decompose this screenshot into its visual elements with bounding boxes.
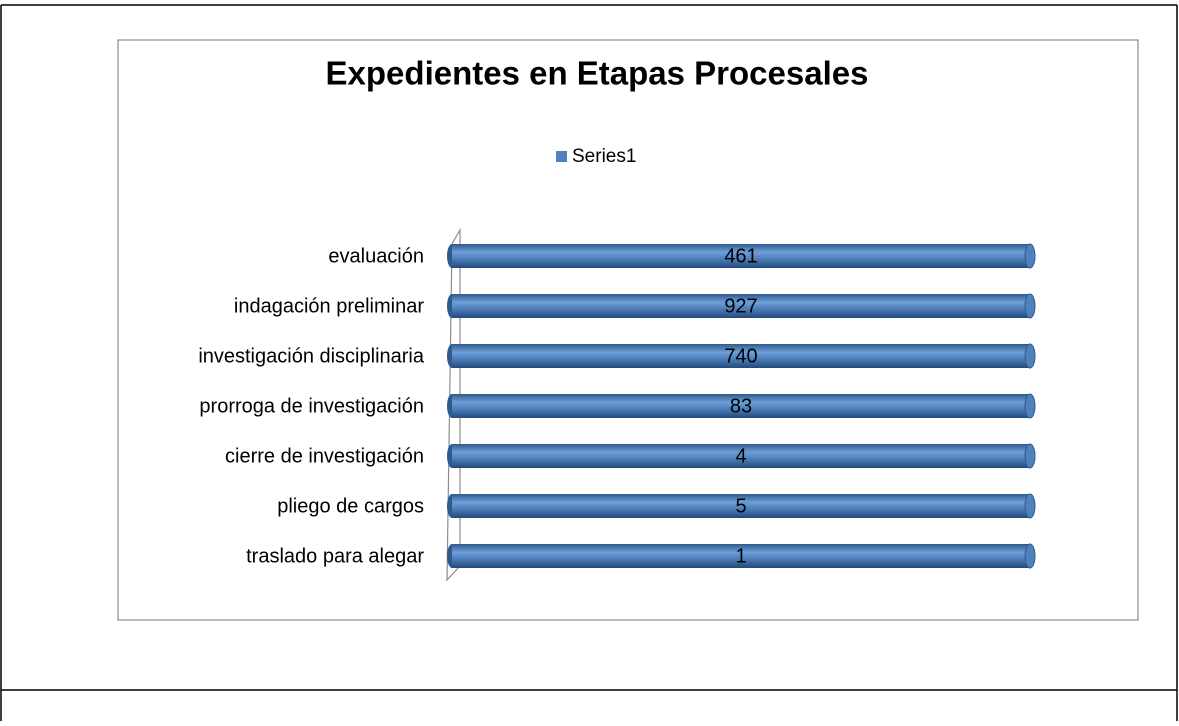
y-tick-label: pliego de cargos xyxy=(277,495,424,517)
y-tick-label: indagación preliminar xyxy=(234,295,424,317)
bar-cap xyxy=(1024,443,1036,469)
y-tick-label: investigación disciplinaria xyxy=(198,345,425,367)
data-label: 83 xyxy=(730,395,752,417)
bar xyxy=(452,444,1030,468)
y-tick-label: traslado para alegar xyxy=(246,545,424,567)
bar xyxy=(452,244,1030,268)
bar-cap xyxy=(1024,393,1036,419)
y-tick-label: prorroga de investigación xyxy=(199,395,424,417)
bar xyxy=(452,344,1030,368)
bar-cap xyxy=(1024,293,1036,319)
data-label: 1 xyxy=(735,545,746,567)
bar xyxy=(452,294,1030,318)
data-label: 740 xyxy=(724,345,757,367)
data-label: 927 xyxy=(724,295,757,317)
data-label: 461 xyxy=(724,245,757,267)
data-label: 4 xyxy=(735,445,746,467)
legend-swatch xyxy=(556,151,567,162)
y-tick-label: evaluación xyxy=(328,245,424,267)
bar xyxy=(452,394,1030,418)
bar-cap xyxy=(1024,343,1036,369)
bar-cap xyxy=(1024,493,1036,519)
chart-title: Expedientes en Etapas Procesales xyxy=(326,55,869,92)
bar-cap xyxy=(1024,543,1036,569)
bar xyxy=(452,544,1030,568)
chart-frame xyxy=(117,39,1139,621)
data-label: 5 xyxy=(735,495,746,517)
legend-label: Series1 xyxy=(572,146,636,167)
y-tick-label: cierre de investigación xyxy=(225,445,424,467)
bar-cap xyxy=(1024,243,1036,269)
bar xyxy=(452,494,1030,518)
